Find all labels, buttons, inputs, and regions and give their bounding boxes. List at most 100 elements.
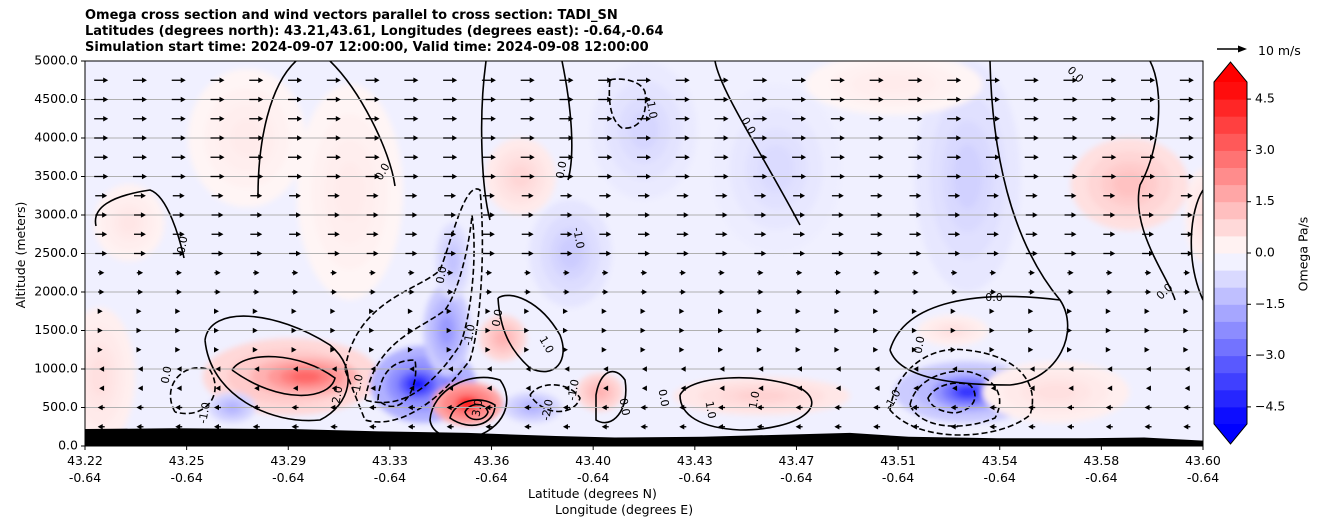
omega-cell (334, 161, 365, 223)
wind-vector (637, 115, 651, 122)
wind-vector (404, 115, 419, 122)
wind-vector (524, 308, 530, 315)
wind-vector-head (801, 115, 807, 122)
wind-vector (562, 404, 570, 411)
wind-vector-head (606, 250, 612, 257)
wind-vector-head (911, 346, 917, 353)
x-tick-label-lon: -0.64 (984, 470, 1016, 485)
wind-vector (95, 250, 108, 257)
title-line-2: Latitudes (degrees north): 43.21,43.61, … (85, 24, 664, 39)
wind-vector-head (487, 269, 493, 276)
wind-vector (796, 385, 802, 392)
wind-vector-head (646, 154, 651, 161)
wind-vector (520, 173, 535, 180)
wind-vector (598, 96, 613, 103)
wind-vector-head (252, 404, 258, 411)
wind-vector (1064, 212, 1077, 218)
wind-vector (132, 96, 147, 103)
wind-vector-head (917, 173, 923, 180)
wind-vector-head (607, 115, 613, 122)
wind-vector-head (835, 366, 841, 372)
wind-vector (831, 250, 844, 257)
wind-vector-head (956, 173, 962, 180)
wind-vector-head (370, 366, 376, 372)
x-tick-label-lon: -0.64 (272, 470, 304, 485)
wind-vector-head (1148, 250, 1154, 257)
wind-vector (292, 385, 298, 392)
wind-vector-head (103, 77, 109, 84)
wind-vector-head (1028, 404, 1034, 411)
wind-vector (405, 192, 418, 199)
wind-vector-head (369, 327, 375, 334)
y-tick-label: 2500.0 (34, 245, 78, 260)
wind-vector-head (252, 327, 258, 334)
wind-vector (598, 173, 613, 180)
wind-vector-head (564, 269, 570, 276)
wind-vector (989, 404, 997, 411)
wind-vector-head (1033, 173, 1039, 180)
wind-vector-head (413, 96, 419, 103)
wind-vector (989, 346, 995, 353)
wind-vector (1144, 289, 1152, 295)
colorbar-band (1214, 235, 1247, 254)
wind-vector (249, 173, 264, 180)
wind-vector-head (1144, 308, 1150, 315)
wind-vector-head (603, 269, 609, 276)
wind-vector-head (1105, 308, 1111, 315)
wind-vector (637, 135, 651, 141)
wind-vector-head (448, 385, 454, 392)
wind-vector-head (213, 346, 219, 353)
wind-vector (369, 308, 375, 315)
wind-vector (870, 192, 883, 199)
wind-vector-head (1145, 366, 1151, 372)
wind-vector (1179, 173, 1194, 180)
wind-vector (95, 192, 108, 199)
wind-vector (249, 135, 264, 141)
wind-vector (987, 231, 999, 238)
wind-vector-head (297, 115, 303, 122)
negative-contour (377, 359, 417, 408)
wind-vector-head (718, 423, 724, 430)
wind-vector (331, 366, 337, 372)
wind-vector-head (916, 231, 922, 238)
wind-vector (289, 250, 301, 257)
wind-vector-head (452, 135, 458, 141)
wind-vector (831, 231, 844, 238)
wind-vector (485, 308, 491, 315)
wind-vector-head (407, 346, 413, 353)
wind-vector-head (141, 96, 147, 103)
wind-vector (756, 423, 764, 430)
wind-vector (1179, 77, 1194, 84)
wind-vector-head (838, 192, 844, 199)
y-tick-label: 3500.0 (34, 168, 78, 183)
wind-vector-head (99, 385, 105, 392)
wind-vector (444, 231, 457, 238)
wind-vector-head (219, 173, 225, 180)
wind-vector-head (1029, 385, 1035, 392)
wind-vector (291, 308, 297, 315)
colorbar-tick-label: 3.0 (1255, 142, 1275, 157)
wind-vector (1029, 385, 1035, 392)
wind-vector (714, 77, 729, 84)
colorbar-band (1214, 270, 1247, 288)
wind-vector (327, 192, 340, 199)
wind-vector (601, 327, 607, 334)
wind-vector-head (1071, 231, 1077, 238)
wind-vector (365, 135, 380, 141)
wind-vector-head (176, 269, 182, 276)
wind-vector (869, 154, 884, 161)
wind-vector (714, 135, 729, 141)
wind-vector-head (409, 269, 415, 276)
wind-vector-head (330, 423, 336, 430)
wind-vector-head (797, 289, 803, 295)
wind-vector-head (258, 173, 264, 180)
wind-vector (250, 250, 263, 257)
wind-vector (909, 192, 922, 199)
wind-vector-head (452, 154, 458, 161)
wind-vector (754, 192, 767, 199)
wind-vector (718, 327, 724, 334)
wind-vector (175, 308, 181, 315)
wind-vector-head (993, 231, 999, 238)
wind-vector-head (291, 423, 297, 430)
wind-vector-head (839, 135, 845, 141)
